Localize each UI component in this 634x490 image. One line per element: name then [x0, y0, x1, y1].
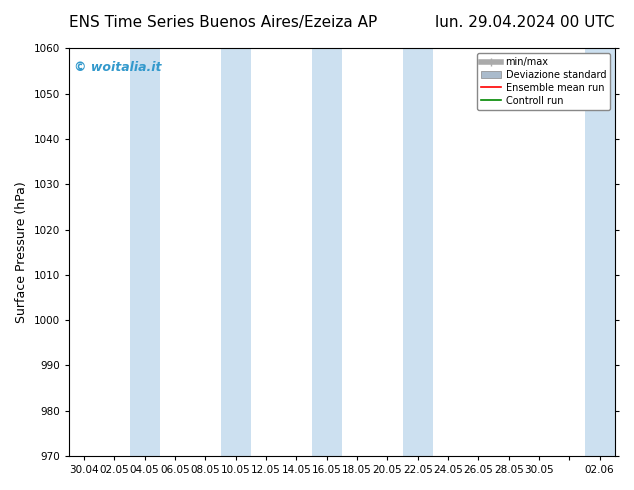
Bar	[311, 49, 342, 456]
Text: ENS Time Series Buenos Aires/Ezeiza AP: ENS Time Series Buenos Aires/Ezeiza AP	[69, 15, 377, 30]
Bar	[403, 49, 433, 456]
Text: © woitalia.it: © woitalia.it	[74, 61, 162, 74]
Bar	[129, 49, 160, 456]
Text: lun. 29.04.2024 00 UTC: lun. 29.04.2024 00 UTC	[436, 15, 615, 30]
Bar	[585, 49, 615, 456]
Y-axis label: Surface Pressure (hPa): Surface Pressure (hPa)	[15, 181, 28, 323]
Bar	[221, 49, 251, 456]
Legend: min/max, Deviazione standard, Ensemble mean run, Controll run: min/max, Deviazione standard, Ensemble m…	[477, 53, 610, 110]
